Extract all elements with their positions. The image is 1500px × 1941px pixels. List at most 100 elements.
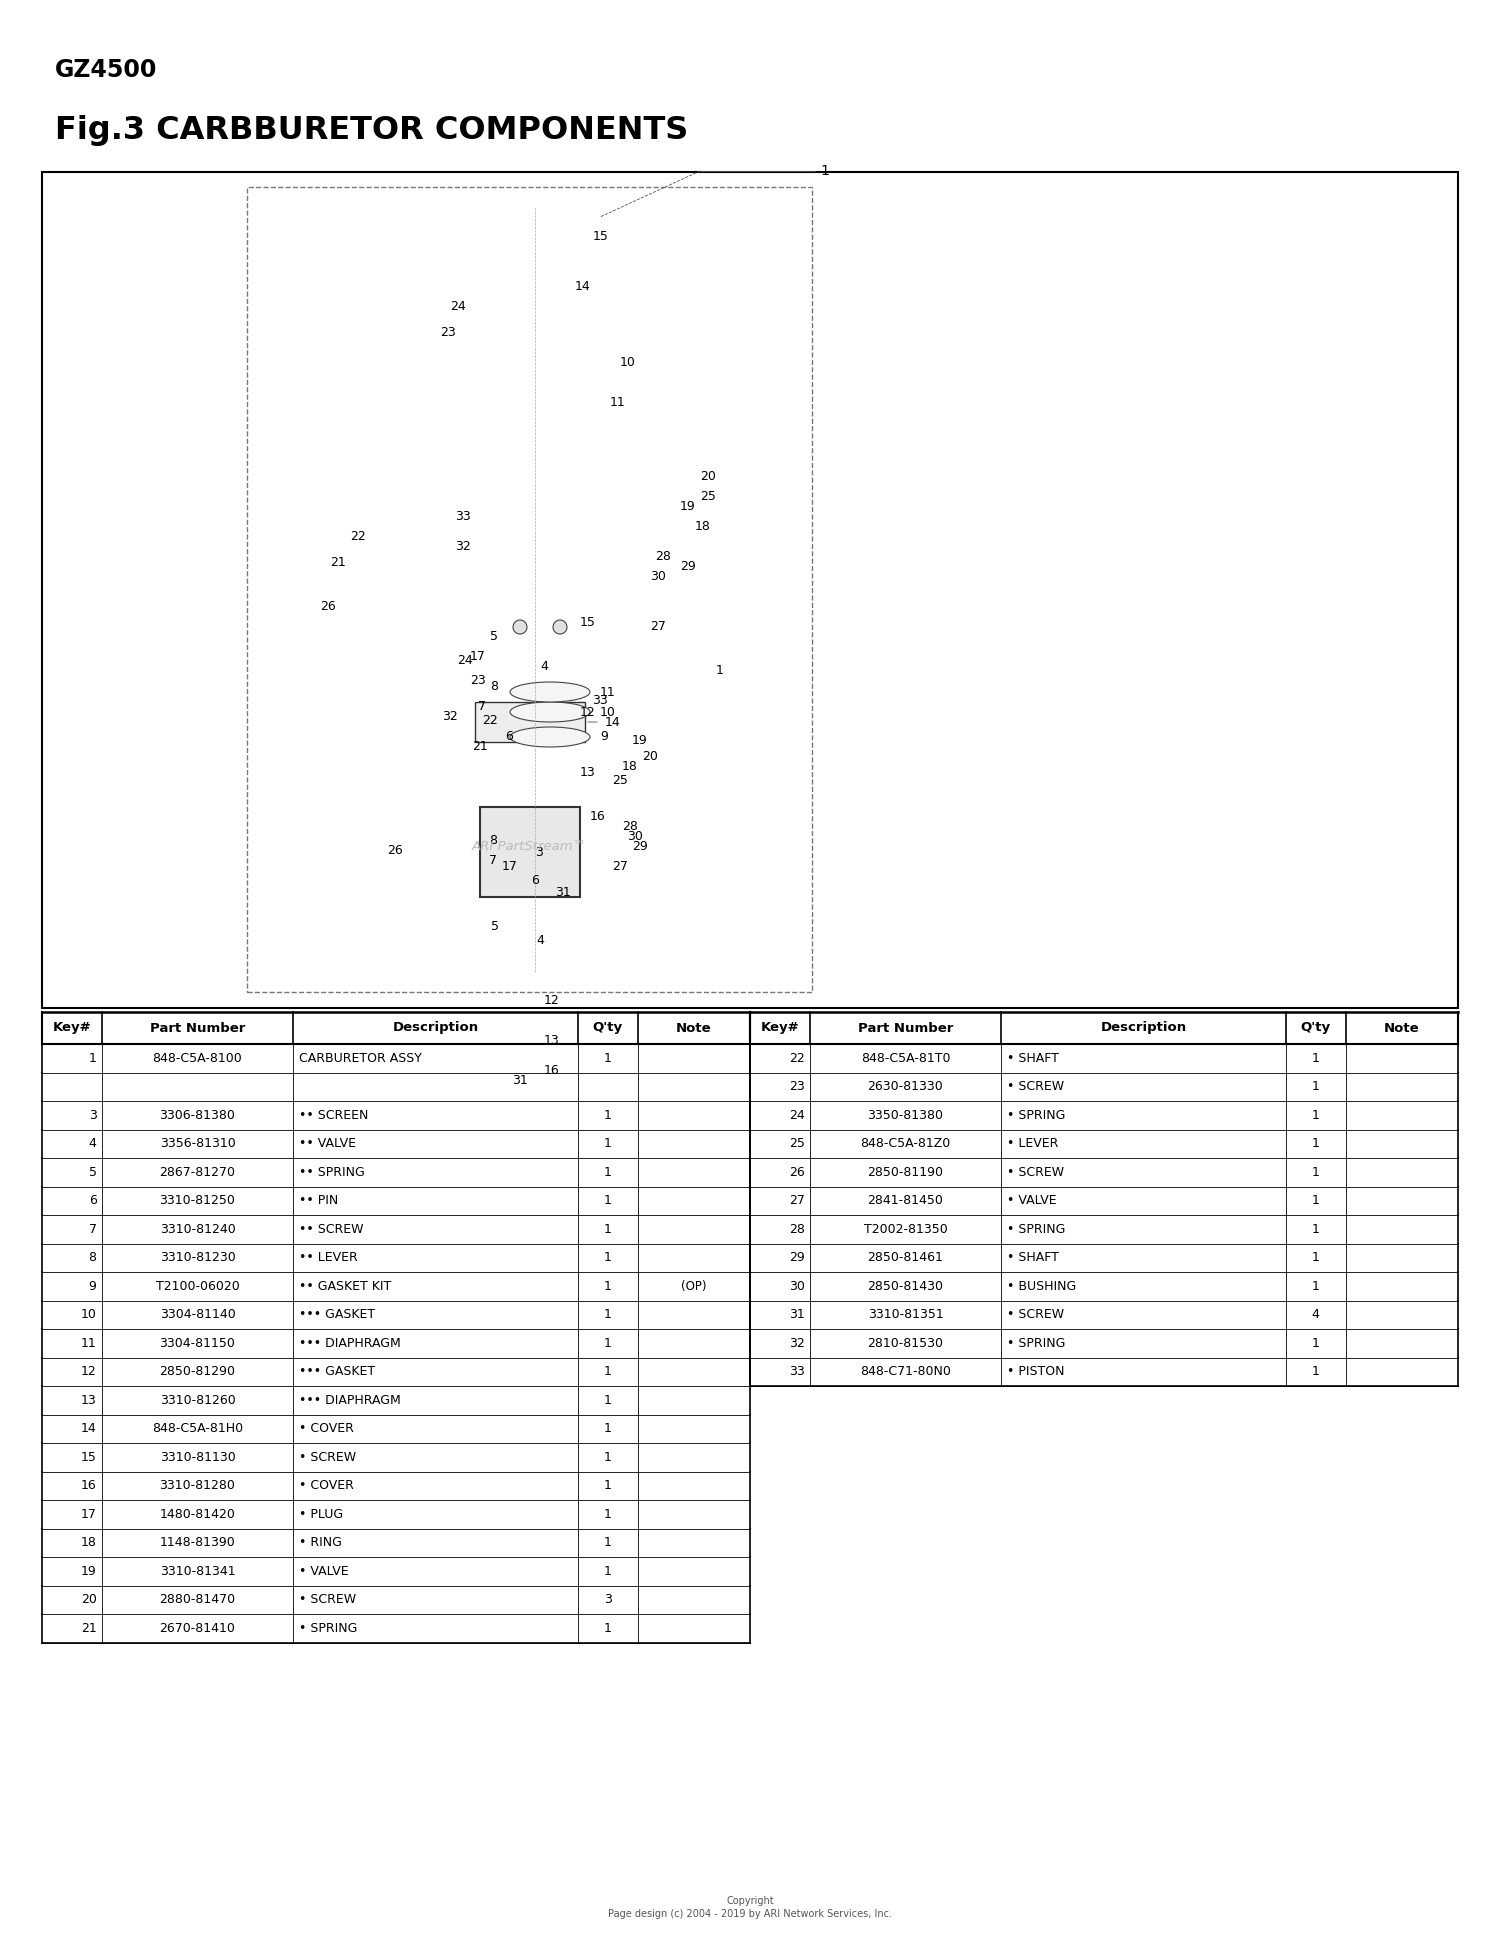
Text: ••• GASKET: ••• GASKET <box>300 1365 375 1378</box>
Text: •• GASKET KIT: •• GASKET KIT <box>300 1279 392 1293</box>
Text: 30: 30 <box>627 829 644 842</box>
Text: 20: 20 <box>700 470 715 483</box>
Text: 9: 9 <box>600 730 608 743</box>
Text: 3: 3 <box>604 1594 612 1607</box>
Text: T2100-06020: T2100-06020 <box>156 1279 240 1293</box>
Text: 30: 30 <box>650 571 666 584</box>
Text: 3306-81380: 3306-81380 <box>159 1108 236 1122</box>
Text: 1: 1 <box>604 1279 612 1293</box>
Text: 1: 1 <box>604 1508 612 1520</box>
Text: 2867-81270: 2867-81270 <box>159 1167 236 1178</box>
Text: 7: 7 <box>489 854 496 868</box>
Text: 21: 21 <box>330 555 345 569</box>
Text: 21: 21 <box>472 740 488 753</box>
Text: 17: 17 <box>503 860 518 873</box>
Text: 2850-81461: 2850-81461 <box>867 1252 944 1264</box>
Text: • SCREW: • SCREW <box>300 1450 357 1464</box>
Text: 26: 26 <box>789 1167 804 1178</box>
Text: 2670-81410: 2670-81410 <box>159 1623 236 1634</box>
Text: • PISTON: • PISTON <box>1008 1365 1065 1378</box>
Bar <box>750 1011 1458 1044</box>
Text: 4: 4 <box>1312 1308 1320 1322</box>
Text: 1: 1 <box>604 1223 612 1236</box>
Text: 1: 1 <box>604 1535 612 1549</box>
Text: 25: 25 <box>612 774 628 788</box>
Text: 7: 7 <box>88 1223 96 1236</box>
Text: 6: 6 <box>88 1194 96 1207</box>
Text: 12: 12 <box>580 705 596 718</box>
Text: 3304-81140: 3304-81140 <box>159 1308 236 1322</box>
Text: 1: 1 <box>604 1394 612 1407</box>
Text: 24: 24 <box>789 1108 804 1122</box>
Text: • SPRING: • SPRING <box>1008 1108 1066 1122</box>
Text: 3310-81351: 3310-81351 <box>867 1308 944 1322</box>
Text: 32: 32 <box>454 540 471 553</box>
Text: 12: 12 <box>544 994 560 1007</box>
Text: 2850-81430: 2850-81430 <box>867 1279 944 1293</box>
Text: 1: 1 <box>604 1450 612 1464</box>
Bar <box>480 807 580 897</box>
Text: 4: 4 <box>536 934 544 947</box>
Text: 10: 10 <box>600 705 616 718</box>
Text: Note: Note <box>1384 1021 1419 1035</box>
Text: 29: 29 <box>789 1252 804 1264</box>
Text: 1: 1 <box>821 163 830 179</box>
Text: 4: 4 <box>88 1137 96 1151</box>
Text: 24: 24 <box>458 654 472 668</box>
Text: 2841-81450: 2841-81450 <box>867 1194 944 1207</box>
Text: •• LEVER: •• LEVER <box>300 1252 358 1264</box>
Text: (OP): (OP) <box>681 1279 706 1293</box>
Text: 1: 1 <box>1312 1081 1320 1093</box>
Text: • VALVE: • VALVE <box>300 1564 350 1578</box>
Text: 1: 1 <box>604 1108 612 1122</box>
Text: 848-C5A-81T0: 848-C5A-81T0 <box>861 1052 950 1066</box>
Text: 27: 27 <box>650 621 666 633</box>
Text: 3310-81250: 3310-81250 <box>159 1194 236 1207</box>
Text: 28: 28 <box>656 551 670 563</box>
Text: CARBURETOR ASSY: CARBURETOR ASSY <box>300 1052 423 1066</box>
Text: 33: 33 <box>592 695 608 708</box>
Text: 30: 30 <box>789 1279 804 1293</box>
Text: 31: 31 <box>789 1308 804 1322</box>
Bar <box>42 173 1458 1007</box>
Text: ••• GASKET: ••• GASKET <box>300 1308 375 1322</box>
Text: 21: 21 <box>81 1623 96 1634</box>
Text: Key#: Key# <box>53 1021 92 1035</box>
Text: 12: 12 <box>81 1365 96 1378</box>
Text: • SCREW: • SCREW <box>300 1594 357 1607</box>
Text: ARI PartStream™: ARI PartStream™ <box>472 840 586 854</box>
Text: 2810-81530: 2810-81530 <box>867 1337 944 1349</box>
Text: 1: 1 <box>604 1052 612 1066</box>
Text: 23: 23 <box>440 326 456 338</box>
Text: •• SPRING: •• SPRING <box>300 1167 364 1178</box>
Text: 18: 18 <box>81 1535 96 1549</box>
Text: ••• DIAPHRAGM: ••• DIAPHRAGM <box>300 1337 400 1349</box>
Text: Description: Description <box>1101 1021 1186 1035</box>
Text: 19: 19 <box>632 734 648 747</box>
Text: 20: 20 <box>81 1594 96 1607</box>
Text: 1: 1 <box>604 1308 612 1322</box>
Text: • BUSHING: • BUSHING <box>1008 1279 1077 1293</box>
Text: 1: 1 <box>1312 1052 1320 1066</box>
Text: 13: 13 <box>580 765 596 778</box>
Text: 28: 28 <box>622 819 638 833</box>
Text: 13: 13 <box>81 1394 96 1407</box>
Text: 31: 31 <box>512 1075 528 1087</box>
Text: • SCREW: • SCREW <box>1008 1167 1065 1178</box>
Text: 11: 11 <box>610 396 626 408</box>
Text: 1: 1 <box>604 1623 612 1634</box>
Text: 3350-81380: 3350-81380 <box>867 1108 944 1122</box>
Text: 3304-81150: 3304-81150 <box>159 1337 236 1349</box>
Text: •• PIN: •• PIN <box>300 1194 339 1207</box>
Text: Key#: Key# <box>760 1021 800 1035</box>
Text: • VALVE: • VALVE <box>1008 1194 1058 1207</box>
Text: 6: 6 <box>531 875 538 887</box>
Text: 1: 1 <box>1312 1365 1320 1378</box>
Text: 19: 19 <box>680 501 696 514</box>
Text: 1: 1 <box>604 1252 612 1264</box>
Ellipse shape <box>554 619 567 635</box>
Text: GZ4500: GZ4500 <box>56 58 158 82</box>
Text: 14: 14 <box>574 281 591 293</box>
Text: 4: 4 <box>540 660 548 674</box>
Text: 1: 1 <box>716 664 724 677</box>
